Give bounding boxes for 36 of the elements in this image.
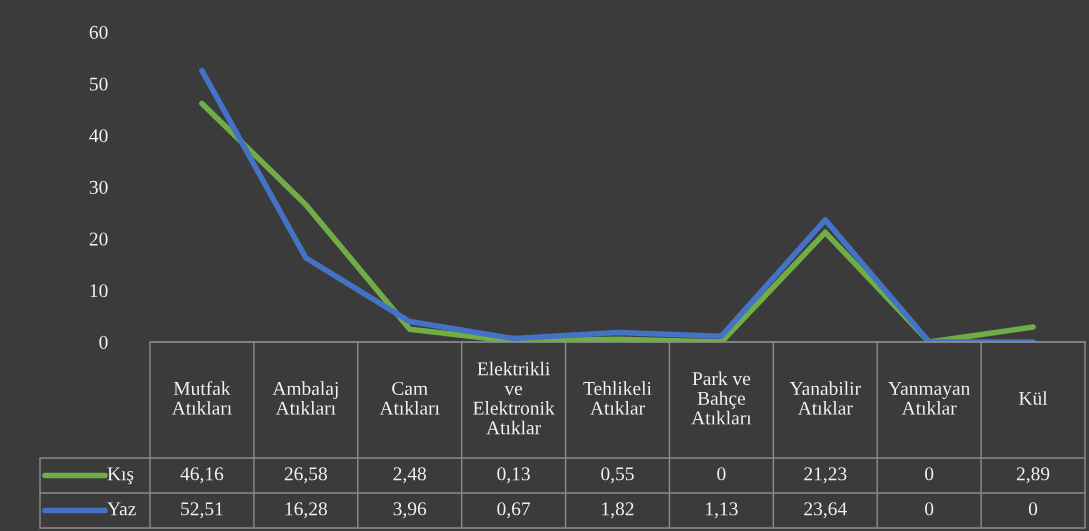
- data-label: 46,16: [180, 467, 224, 484]
- data-label: 1,82: [602, 502, 634, 519]
- y-tick-label: 60: [89, 25, 108, 39]
- y-tick-label: 40: [89, 129, 108, 143]
- x-tick-label: Mutfak Atıkları: [171, 381, 232, 415]
- x-tick-label: Ambalaj Atıkları: [272, 381, 338, 415]
- x-tick-label: Yanabilir Atıklar: [789, 381, 861, 415]
- y-tick-label: 30: [89, 180, 108, 194]
- y-tick-label: 10: [90, 284, 108, 298]
- data-label: 26,58: [284, 467, 327, 484]
- data-label: 2,89: [1016, 467, 1050, 484]
- data-label: 16,28: [285, 502, 327, 519]
- data-label: 52,51: [181, 502, 223, 519]
- data-label: 2,48: [393, 467, 426, 484]
- data-label: 1,13: [706, 502, 738, 519]
- legend-label: Yaz: [107, 502, 136, 516]
- x-tick-label: Cam Atıkları: [379, 381, 440, 415]
- data-label: 0: [717, 467, 726, 481]
- x-tick-label: Tehlikeli Atıklar: [583, 381, 652, 415]
- legend-label: Kış: [107, 467, 134, 485]
- data-label: 3,96: [393, 502, 427, 519]
- y-tick-label: 50: [90, 77, 108, 91]
- data-label: 21,23: [804, 467, 847, 484]
- x-tick-label: Park ve Bahçe Atıkları: [691, 371, 752, 425]
- data-label: 23,64: [804, 502, 847, 519]
- y-tick-label: 0: [99, 335, 108, 349]
- y-tick-label: 20: [89, 232, 108, 246]
- data-label: 0: [1028, 502, 1038, 516]
- x-tick-label: Kül: [1019, 391, 1048, 405]
- data-label: 0: [925, 467, 934, 481]
- x-tick-label: Yanmayan Atıklar: [888, 382, 971, 415]
- data-label: 0,67: [497, 502, 531, 519]
- data-label: 0: [925, 502, 934, 516]
- x-tick-label: Elektrikli ve Elektronik Atıklar: [473, 361, 555, 435]
- data-label: 0,55: [601, 467, 634, 484]
- data-label: 0,13: [497, 467, 530, 484]
